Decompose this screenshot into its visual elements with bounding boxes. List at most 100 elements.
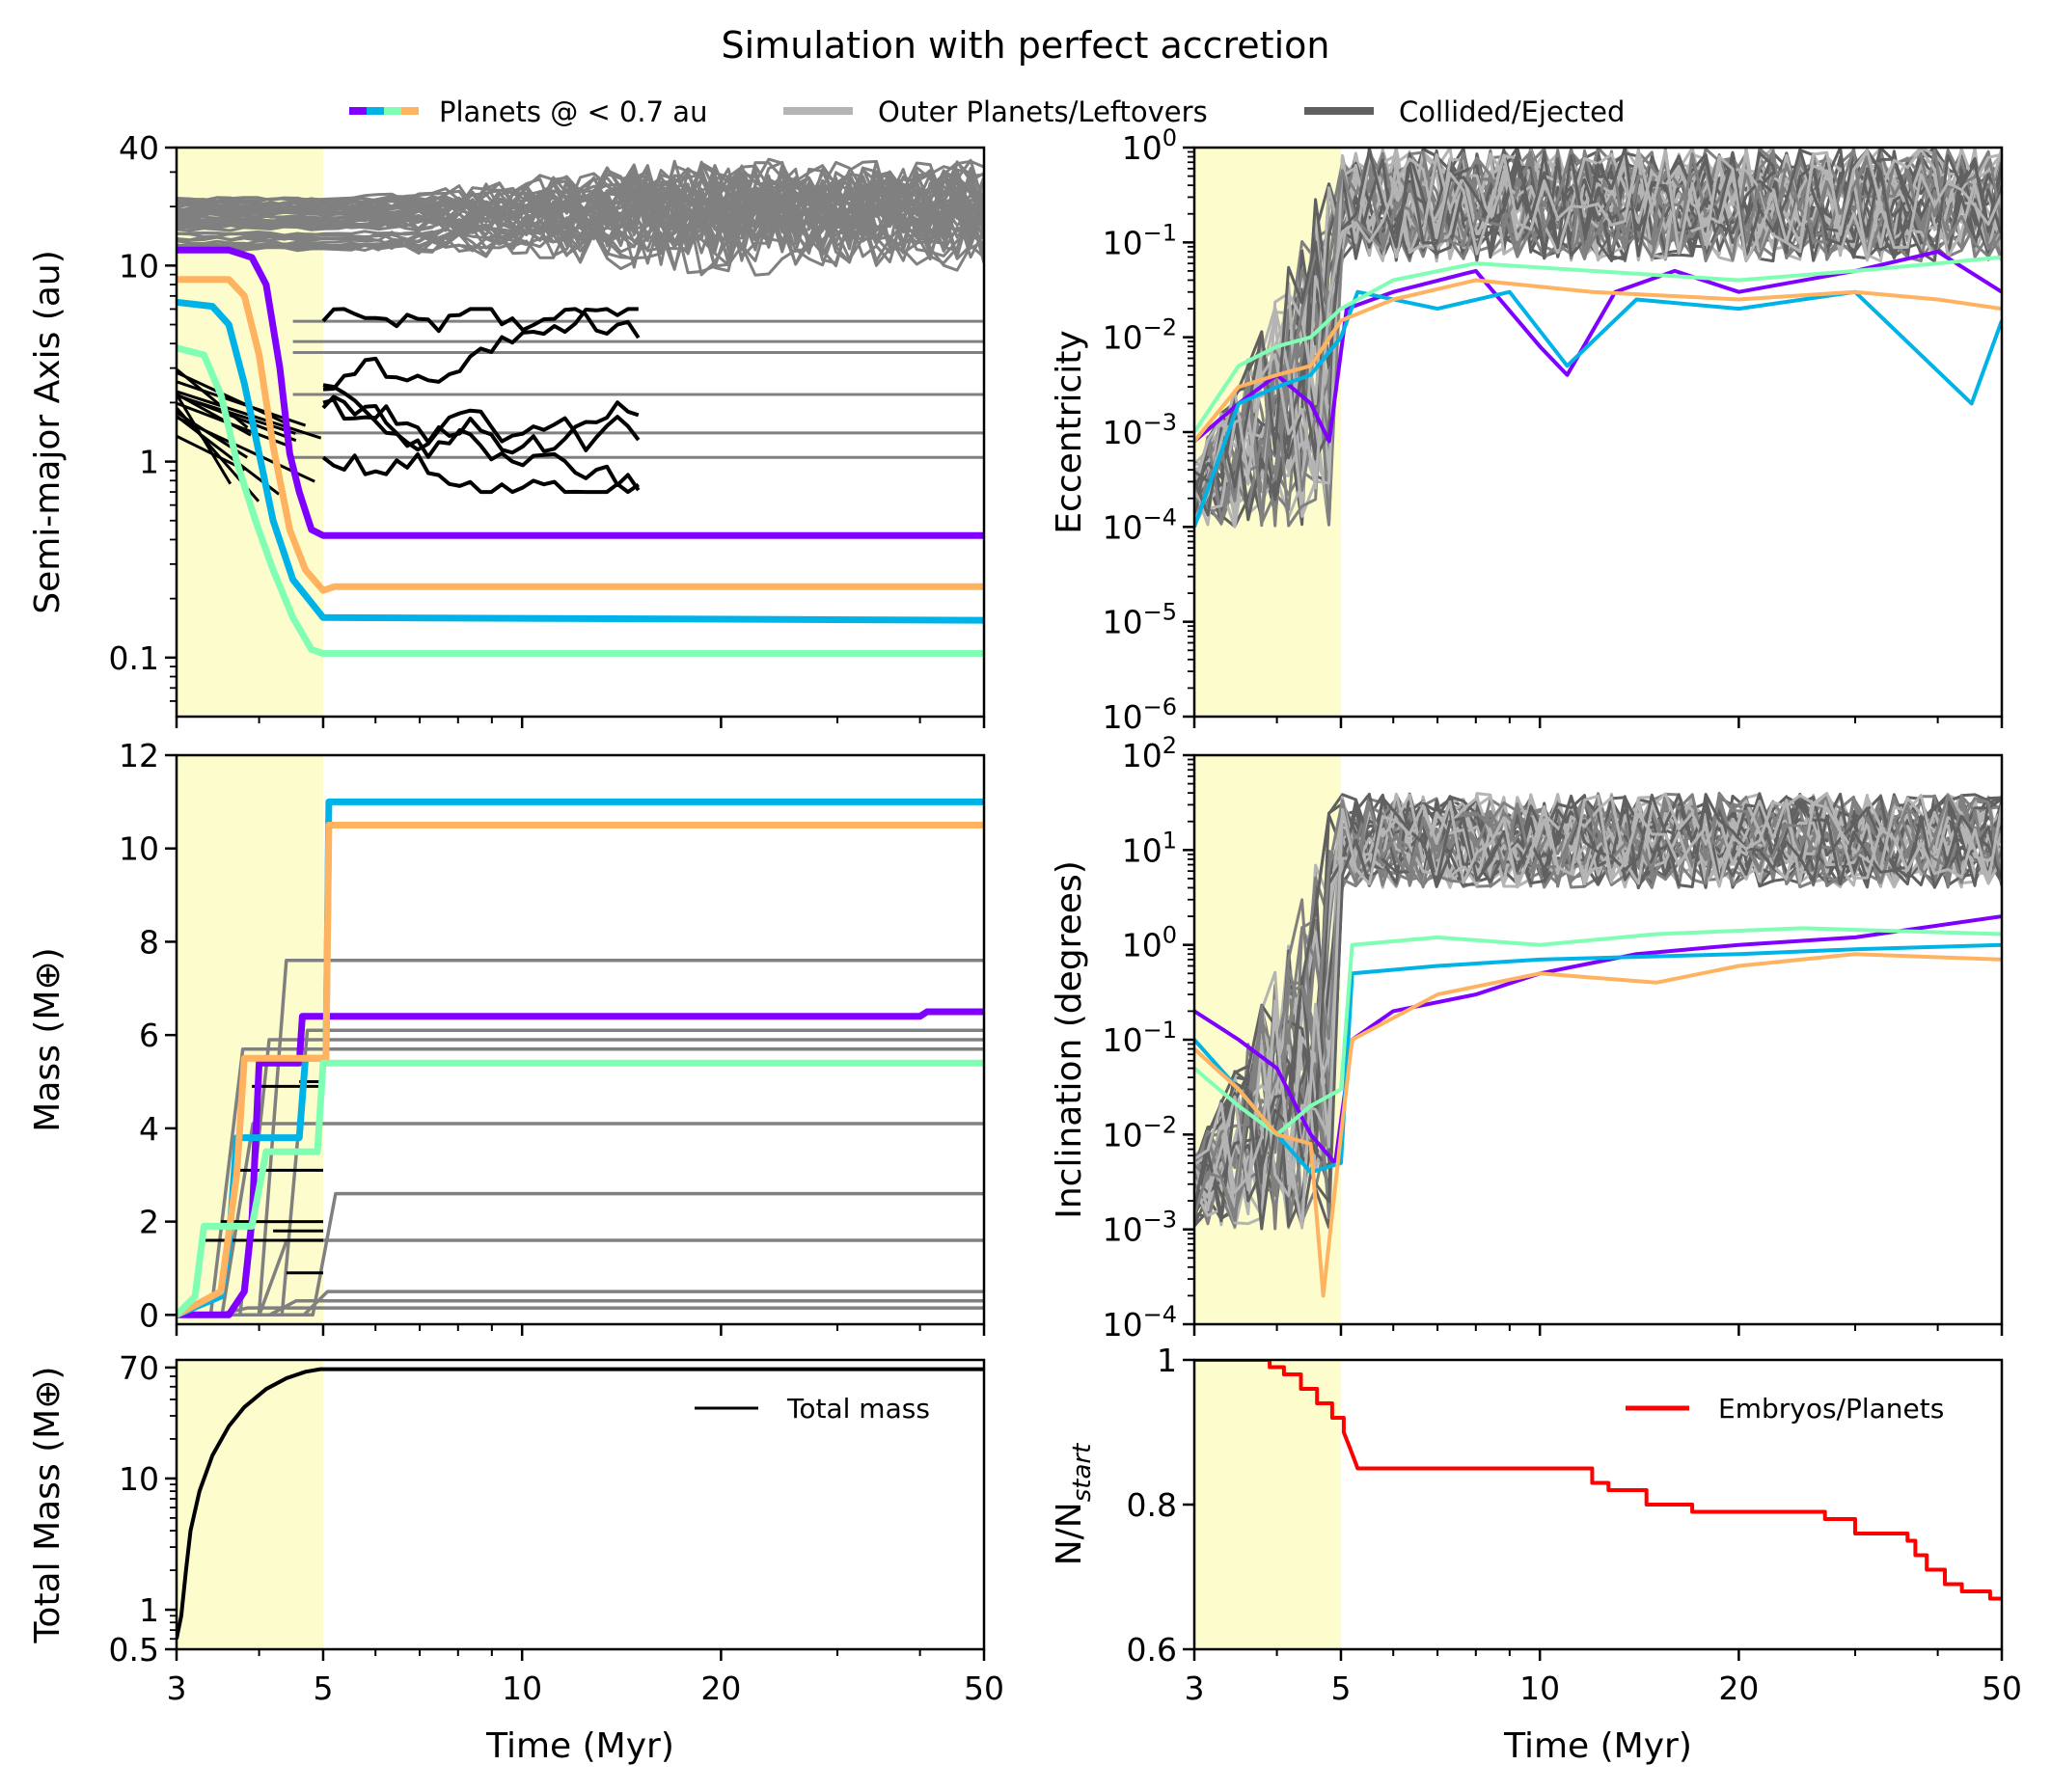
outer-orbit-line: [177, 174, 984, 243]
collided-orbit-line: [321, 307, 641, 339]
series-line-planet-1: [1194, 249, 2002, 444]
y-tick-label: 10−4: [1103, 503, 1177, 546]
axes-frame: [175, 146, 986, 719]
shaded-interval: [177, 1360, 323, 1649]
x-axis: [1192, 717, 2004, 728]
x-tick-label: 10: [502, 1670, 542, 1707]
background-orbit-line: [1194, 148, 2002, 522]
legend-collided-label: Collided/Ejected: [1399, 95, 1625, 128]
legend-inner-planets-label: Planets @ < 0.7 au: [439, 95, 707, 128]
outer-orbit-line: [177, 167, 984, 231]
x-tick-label: 3: [1185, 1670, 1205, 1707]
background-orbit-line: [1194, 792, 2002, 1230]
background-orbits: [177, 157, 984, 502]
axes-frame: [175, 753, 986, 1326]
x-axis: 3 5 10 20 50 Time (Myr): [167, 1649, 1004, 1766]
x-tick-label: 50: [1982, 1670, 2022, 1707]
y-axis: 0.6 0.8 1 N/Nstart: [1050, 1342, 1194, 1669]
series-line-planet-4: [177, 344, 984, 657]
background-orbit-line: [1194, 793, 2002, 1231]
outer-orbit-line: [177, 198, 984, 266]
y-tick-label: 10−3: [1103, 409, 1177, 451]
y-axis-label: Inclination (degrees): [1050, 860, 1089, 1219]
y-tick-label: 10−4: [1103, 1301, 1177, 1344]
x-axis-label: Time (Myr): [485, 1726, 674, 1766]
shaded-interval: [1194, 1360, 1341, 1649]
series-line-planet-3: [1194, 926, 2002, 1137]
series-line-planet-1: [177, 1008, 984, 1318]
x-tick-label: 20: [1718, 1670, 1759, 1707]
y-tick-label: 0.8: [1127, 1486, 1177, 1524]
collided-orbit-line: [322, 383, 641, 452]
collided-orbit-line: [321, 452, 640, 495]
y-axis-label: Semi-major Axis (au): [28, 250, 68, 614]
series-line-planet-4: [177, 1059, 984, 1317]
outer-orbit-line: [177, 178, 984, 246]
y-axis: 0 2 4 6 8 10 12 Mass (M⊕): [28, 737, 177, 1334]
series-line-planet-3: [1194, 255, 2002, 434]
series-line-planet-4: [1194, 278, 2002, 443]
y-axis: 10−6 10−5 10−4 10−3 10−2 10−1 100 Eccentricity: [1050, 124, 1194, 736]
x-tick-label: 5: [313, 1670, 333, 1707]
panel-mass: 0 2 4 6 8 10 12 Mass (M⊕): [28, 737, 986, 1336]
y-tick-label: 10−6: [1103, 693, 1177, 736]
series-line-planet-3: [177, 822, 984, 1318]
collided-orbit-line: [321, 394, 641, 492]
y-tick-label: 0.1: [109, 639, 159, 677]
plot-area: [1194, 791, 2002, 1298]
y-tick-label: 10: [119, 1460, 159, 1498]
x-axis: [1192, 1324, 2004, 1336]
y-tick-label: 40: [119, 129, 159, 167]
panel-embryo-fraction: 3 5 10 20 50 Time (Myr) 0.6 0.8 1 N/Nstart Embryos…: [1050, 1342, 2022, 1766]
y-tick-label: 4: [139, 1110, 159, 1148]
y-tick-label: 100: [1122, 124, 1177, 167]
y-axis: 10−4 10−3 10−2 10−1 100 101 102 Inclination (de…: [1050, 732, 1194, 1344]
panel-eccentricity: 10−6 10−5 10−4 10−3 10−2 10−1 100 Eccentricity: [1050, 124, 2004, 736]
y-tick-label: 2: [139, 1204, 159, 1241]
background-orbit-line: [1194, 149, 2002, 514]
y-tick-label: 100: [1122, 922, 1177, 964]
plot-area: [177, 798, 984, 1318]
y-tick-label: 1: [139, 444, 159, 481]
y-axis: 0.1 1 10 40 Semi-major Axis (au): [28, 129, 177, 702]
background-orbits: [1194, 791, 2002, 1231]
y-axis-label: Mass (M⊕): [28, 947, 68, 1131]
figure-title: Simulation with perfect accretion: [722, 24, 1330, 67]
y-tick-label: 12: [119, 737, 159, 774]
y-tick-label: 0.5: [109, 1631, 159, 1669]
inset-legend: Embryos/Planets: [1626, 1393, 1944, 1425]
collided-orbit-line: [322, 397, 640, 455]
y-tick-label: 0: [139, 1296, 159, 1334]
y-tick-label: 6: [139, 1017, 159, 1054]
collided-orbit-line: [322, 307, 639, 392]
legend-label: Total mass: [786, 1393, 930, 1425]
y-tick-label: 10−1: [1103, 1017, 1177, 1059]
series-line-planet-1: [1194, 914, 2002, 1165]
y-tick-label: 1: [139, 1591, 159, 1629]
background-orbit-line: [1194, 792, 2002, 1195]
y-axis-label: Total Mass (M⊕): [28, 1367, 68, 1644]
y-axis: 0.51 10 70 Total Mass (M⊕): [28, 1349, 177, 1669]
x-tick-label: 5: [1330, 1670, 1351, 1707]
y-axis-label: Eccentricity: [1050, 330, 1089, 533]
y-tick-label: 0.6: [1127, 1631, 1177, 1669]
y-axis-label: N/Nstart: [1050, 1443, 1097, 1565]
y-tick-label: 10−2: [1103, 1111, 1177, 1154]
x-axis: 3 5 10 20 50 Time (Myr): [1185, 1649, 2022, 1766]
outer-orbit-line: [177, 187, 984, 250]
legend-label: Embryos/Planets: [1718, 1393, 1944, 1425]
y-tick-label: 70: [119, 1349, 159, 1387]
x-axis-label: Time (Myr): [1503, 1726, 1692, 1766]
y-tick-label: 8: [139, 923, 159, 961]
plot-area: [1194, 148, 2002, 529]
series-line-planet-1: [177, 246, 984, 539]
x-tick-label: 20: [700, 1670, 741, 1707]
y-tick-label: 102: [1122, 732, 1177, 774]
y-tick-label: 1: [1157, 1342, 1177, 1379]
y-tick-label: 10: [119, 247, 159, 285]
legend-outer-planets-label: Outer Planets/Leftovers: [878, 95, 1208, 128]
x-tick-label: 10: [1519, 1670, 1560, 1707]
collided-orbit-line: [177, 367, 249, 429]
figure-legend: Planets @ < 0.7 au Outer Planets/Leftove…: [349, 95, 1625, 128]
